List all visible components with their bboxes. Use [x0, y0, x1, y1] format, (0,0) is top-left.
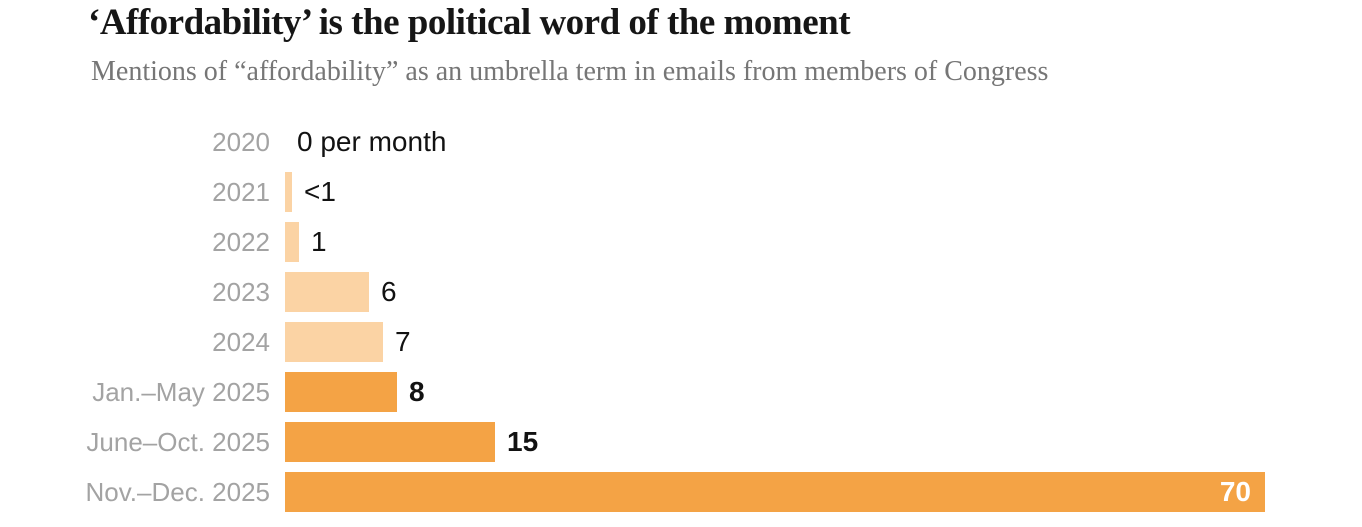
- value-label: 8: [409, 376, 425, 407]
- chart-subtitle: Mentions of “affordability” as an umbrel…: [91, 56, 1049, 87]
- chart-title: ‘Affordability’ is the political word of…: [88, 2, 851, 43]
- bar-row-6: [285, 422, 495, 462]
- category-label: Nov.–Dec. 2025: [85, 476, 270, 507]
- category-label: Jan.–May 2025: [92, 376, 270, 407]
- chart-row: 2024 7: [0, 317, 1362, 367]
- bar-row-4: [285, 322, 383, 362]
- bar-track: 6: [285, 272, 1362, 312]
- category-label: 2020: [212, 126, 270, 157]
- value-label: <1: [304, 176, 336, 207]
- chart-row: June–Oct. 2025 15: [0, 417, 1362, 467]
- chart-row: Jan.–May 2025 8: [0, 367, 1362, 417]
- bar-row-2: [285, 222, 299, 262]
- value-label: 70: [1219, 476, 1251, 507]
- category-label: 2024: [212, 326, 270, 357]
- bar-track: 0 per month: [285, 122, 1362, 162]
- chart-row: Nov.–Dec. 2025 70: [0, 467, 1362, 517]
- bar-track: 15: [285, 422, 1362, 462]
- chart-row: 2023 6: [0, 267, 1362, 317]
- value-label: 1: [311, 226, 327, 257]
- chart-row: 2020 0 per month: [0, 117, 1362, 167]
- category-label: June–Oct. 2025: [86, 426, 270, 457]
- bar-track: 8: [285, 372, 1362, 412]
- value-label: 6: [381, 276, 397, 307]
- bar-row-3: [285, 272, 369, 312]
- category-label: 2021: [212, 176, 270, 207]
- bar-track: 7: [285, 322, 1362, 362]
- value-label: 7: [395, 326, 411, 357]
- bar-track: <1: [285, 172, 1362, 212]
- category-label: 2022: [212, 226, 270, 257]
- chart-row: 2022 1: [0, 217, 1362, 267]
- value-label: 0 per month: [297, 126, 447, 157]
- bar-row-5: [285, 372, 397, 412]
- category-label: 2023: [212, 276, 270, 307]
- bar-track: 1: [285, 222, 1362, 262]
- bar-row-7: 70: [285, 472, 1265, 512]
- bar-track: 70: [285, 472, 1362, 512]
- value-label: 15: [507, 426, 539, 457]
- chart-row: 2021 <1: [0, 167, 1362, 217]
- bar-chart: 2020 0 per month 2021 <1 2022 1 2023 6 2024 7 Jan.…: [0, 117, 1362, 517]
- bar-row-1: [285, 172, 292, 212]
